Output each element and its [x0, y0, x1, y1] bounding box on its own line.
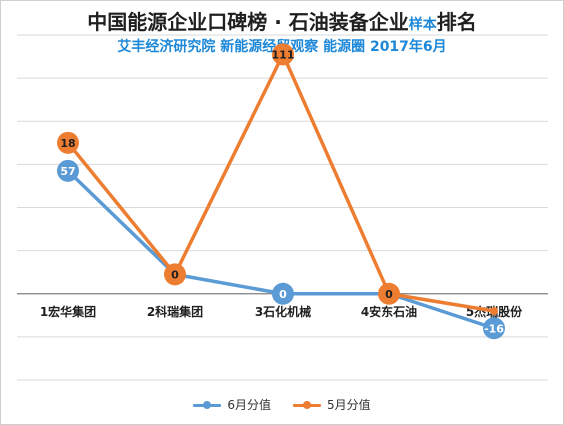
data-point-may — [490, 307, 498, 315]
data-point-may — [164, 263, 186, 286]
data-point-may — [57, 131, 79, 154]
chart-title: 中国能源企业口碑榜 · 石油装备企业样本排名 — [0, 6, 564, 35]
data-point-june — [483, 317, 505, 340]
x-tick-label: 2科瑞集团 — [147, 304, 203, 319]
data-label-may: 0 — [385, 288, 393, 301]
legend-item-june: 6月分值 — [193, 396, 271, 413]
title-sample-tag: 样本 — [408, 17, 437, 33]
x-tick-label: 1宏华集团 — [40, 304, 96, 319]
legend-item-may: 5月分值 — [293, 396, 371, 413]
legend-swatch-may — [293, 399, 321, 411]
data-label-may: 18 — [60, 137, 75, 150]
legend-label-june: 6月分值 — [227, 398, 271, 412]
chart-legend: 6月分值 5月分值 — [0, 396, 564, 413]
data-point-may — [272, 43, 294, 66]
data-label-may: 111 — [272, 48, 295, 61]
data-label-june: 57 — [60, 165, 75, 178]
data-point-june — [57, 159, 79, 182]
legend-label-may: 5月分值 — [327, 398, 371, 412]
data-label-may: 0 — [171, 268, 179, 281]
series-line-may — [66, 52, 496, 313]
data-point-june — [272, 282, 294, 305]
x-tick-label: 4安东石油 — [361, 304, 417, 319]
data-label-june: 0 — [279, 288, 287, 301]
title-main: 中国能源企业口碑榜 · 石油装备企业 — [87, 10, 409, 34]
legend-swatch-june — [193, 399, 222, 411]
data-label-june: -16 — [484, 322, 504, 335]
x-tick-label: 3石化机械 — [255, 304, 311, 319]
data-point-may — [378, 282, 400, 305]
title-tail: 排名 — [436, 10, 477, 34]
